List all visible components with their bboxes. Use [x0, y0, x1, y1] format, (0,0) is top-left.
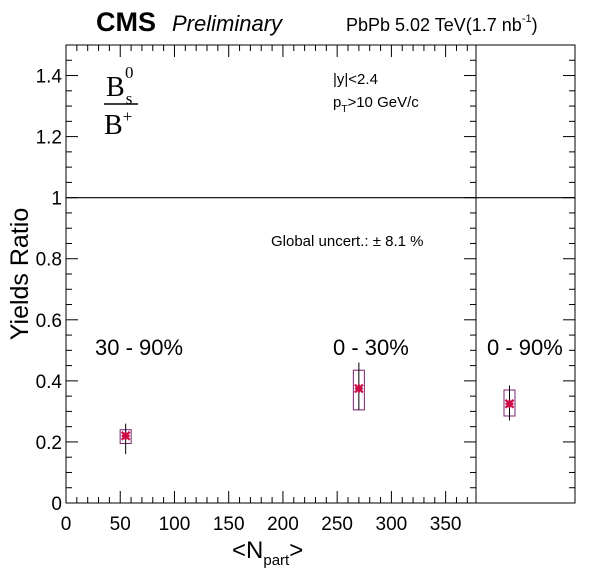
preliminary-label: Preliminary: [172, 11, 284, 36]
centrality-label-0-30: 0 - 30%: [333, 335, 409, 360]
ratio-numerator-sup: 0: [125, 63, 134, 82]
centrality-label-0-90: 0 - 90%: [487, 335, 563, 360]
ratio-numerator: Bs: [106, 72, 132, 108]
x-tick-label: 350: [430, 514, 462, 535]
x-tick-label: 300: [376, 514, 408, 535]
right-panel-ticks: [563, 44, 575, 504]
y-axis-title: Yields Ratio: [6, 208, 34, 340]
x-tick-label: 100: [159, 514, 191, 535]
ratio-label: Bs 0 B+: [104, 63, 138, 141]
pt-cut: pT>10 GeV/c: [333, 94, 419, 115]
x-tick-label: 200: [267, 514, 299, 535]
x-tick-label: 0: [61, 514, 72, 535]
data-points: [119, 362, 516, 455]
y-axis-ticks: 0 0.2 0.4 0.6 0.8 1 1.2 1.4: [36, 44, 476, 515]
global-uncertainty: Global uncert.: ± 8.1 %: [271, 233, 423, 250]
x-axis-ticks: 0 50 100 150 200 250 300 350: [61, 45, 468, 535]
rapidity-cut: |y|<2.4: [333, 71, 378, 88]
x-tick-label: 50: [110, 514, 131, 535]
integrated-point-marker: [504, 398, 515, 409]
centrality-label-30-90: 30 - 90%: [95, 335, 183, 360]
x-axis-title: <Npart>: [232, 537, 303, 569]
y-tick-label: 0.2: [36, 433, 62, 454]
collision-label: PbPb 5.02 TeV(1.7 nb-1): [346, 13, 538, 35]
cms-label: CMS: [96, 7, 156, 37]
data-point-1-marker: [354, 383, 364, 394]
x-tick-label: 250: [321, 514, 353, 535]
ratio-denominator: B+: [104, 107, 132, 141]
y-tick-label: 0.6: [36, 311, 62, 332]
y-tick-label: 0.8: [36, 250, 62, 271]
y-tick-label: 1: [51, 189, 62, 210]
y-tick-label: 1.4: [36, 67, 63, 88]
y-tick-label: 0: [51, 494, 62, 515]
x-tick-label: 150: [213, 514, 245, 535]
integrated-frame: [475, 44, 576, 504]
y-tick-label: 0.4: [36, 372, 63, 393]
data-point-0-marker: [120, 431, 131, 441]
y-tick-label: 1.2: [36, 128, 62, 149]
